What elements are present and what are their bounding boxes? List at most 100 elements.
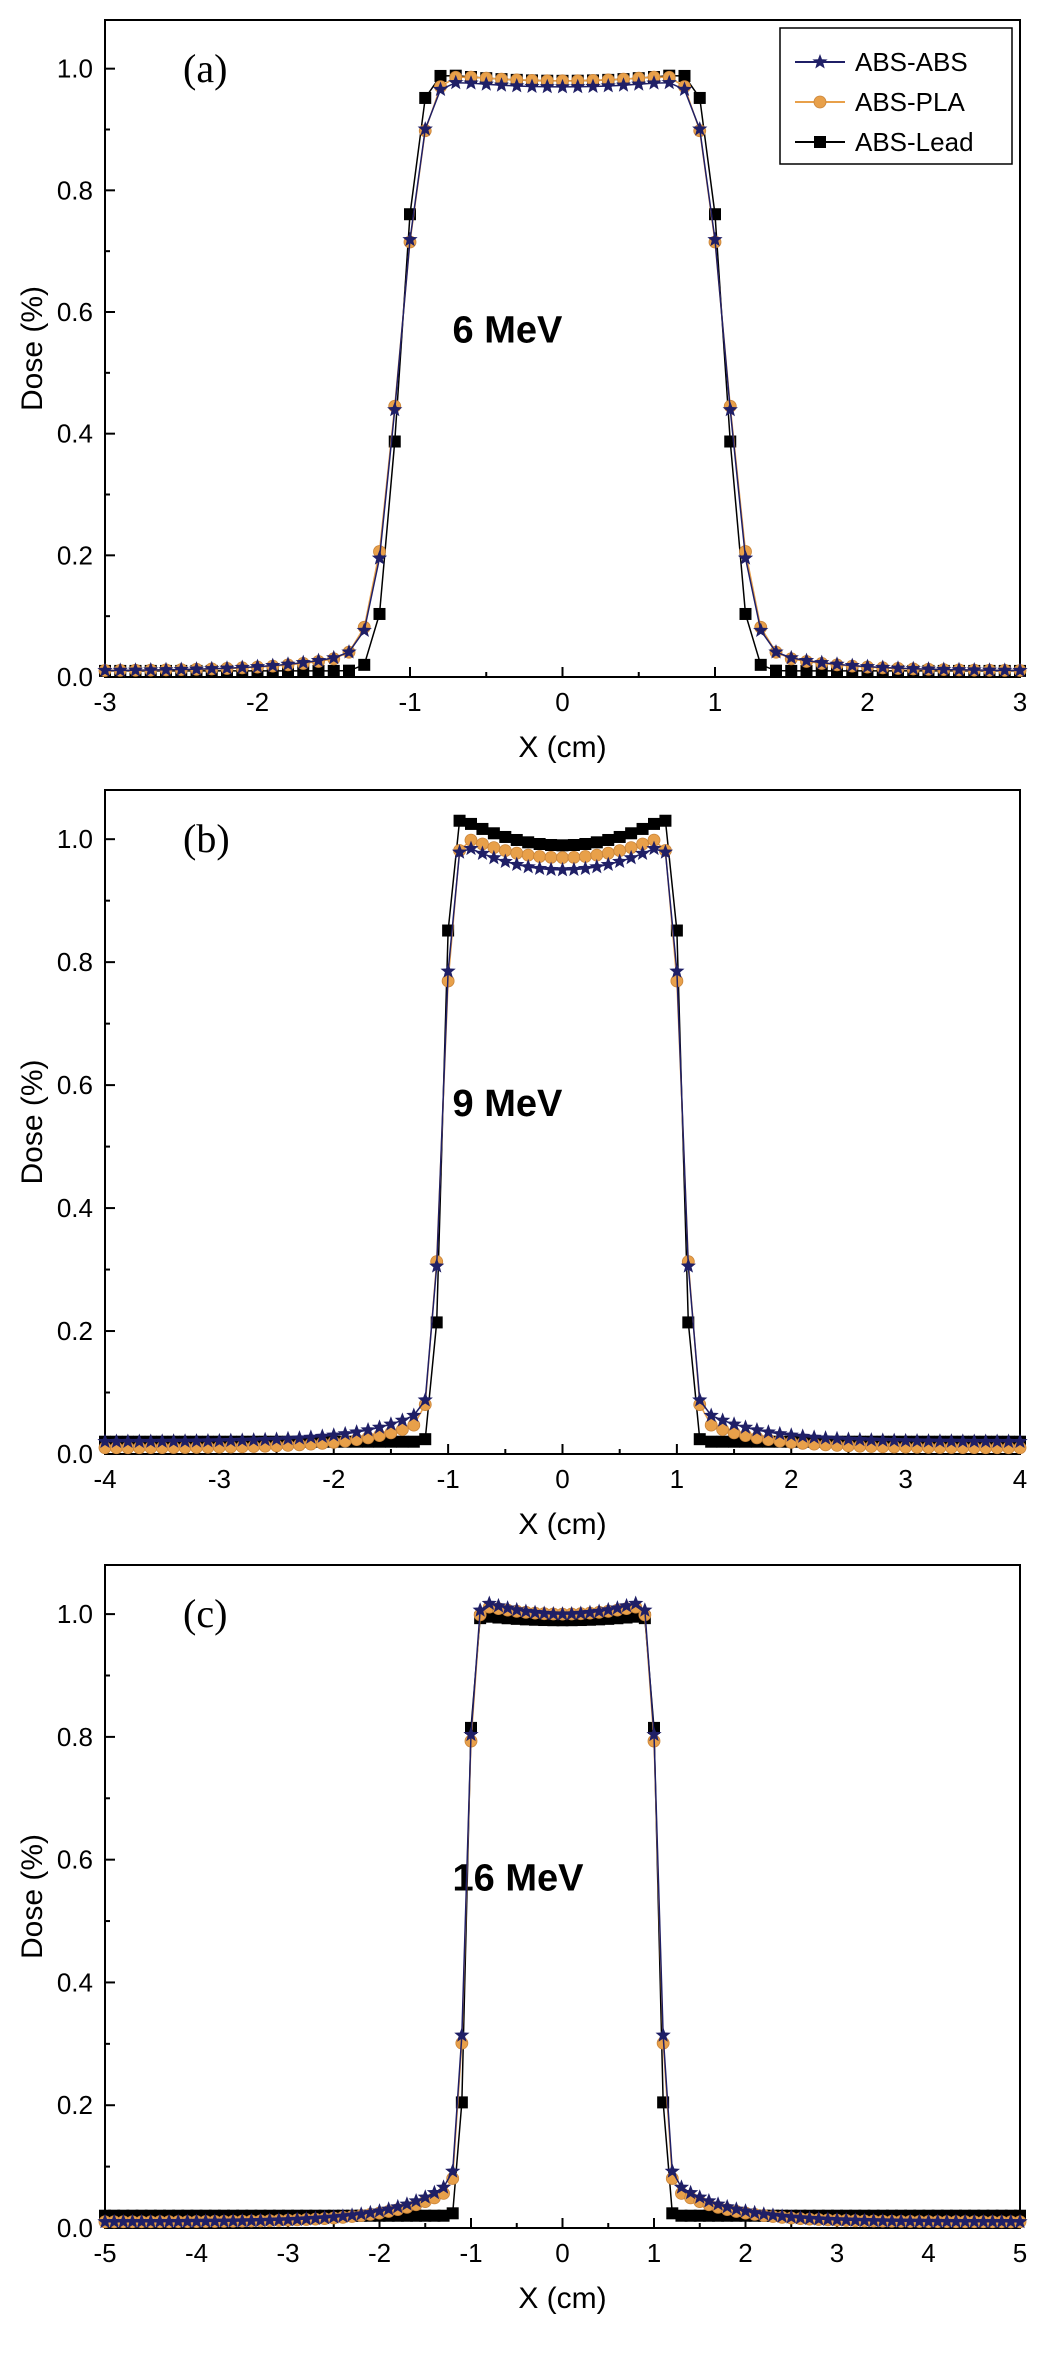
x-tick-label: 0 bbox=[555, 1464, 569, 1494]
data-point bbox=[316, 2209, 333, 2225]
energy-label: 9 MeV bbox=[453, 1083, 563, 1125]
data-point bbox=[362, 2204, 378, 2220]
data-point bbox=[170, 2213, 186, 2229]
data-point bbox=[997, 662, 1013, 677]
data-point bbox=[448, 74, 464, 90]
data-point bbox=[1000, 1433, 1017, 1449]
data-point bbox=[948, 2213, 964, 2229]
data-point bbox=[179, 2213, 195, 2229]
data-point bbox=[765, 2207, 781, 2222]
data-point bbox=[693, 1433, 706, 1446]
data-point bbox=[326, 2209, 342, 2224]
y-tick-label: 0.8 bbox=[57, 1722, 93, 1752]
data-point bbox=[463, 840, 479, 856]
data-point bbox=[829, 2211, 845, 2227]
data-point bbox=[532, 860, 548, 876]
x-tick-label: 0 bbox=[555, 687, 569, 717]
x-tick-label: -1 bbox=[398, 687, 421, 717]
data-point bbox=[476, 822, 489, 835]
data-point bbox=[570, 78, 586, 94]
data-point bbox=[373, 607, 386, 620]
data-point bbox=[646, 1726, 662, 1742]
data-point bbox=[628, 1595, 644, 1611]
data-point bbox=[280, 2211, 296, 2227]
data-point bbox=[188, 661, 205, 676]
x-tick-label: -2 bbox=[322, 1464, 345, 1494]
data-point bbox=[383, 1416, 399, 1431]
data-point bbox=[829, 1430, 845, 1446]
data-point bbox=[112, 662, 128, 677]
data-point bbox=[675, 2209, 688, 2222]
data-point bbox=[637, 1602, 653, 1617]
data-point bbox=[246, 1432, 262, 1447]
data-point bbox=[646, 75, 662, 90]
data-point bbox=[390, 2198, 406, 2214]
x-tick-label: -2 bbox=[368, 2238, 391, 2268]
data-point bbox=[684, 2209, 697, 2222]
x-tick-label: -5 bbox=[93, 2238, 116, 2268]
data-point bbox=[341, 644, 357, 659]
data-point bbox=[451, 844, 468, 859]
data-point bbox=[419, 91, 432, 104]
data-point bbox=[143, 2213, 159, 2229]
data-point bbox=[909, 1432, 925, 1448]
data-point bbox=[573, 1605, 589, 1620]
plot-frame bbox=[104, 789, 1021, 1455]
data-point bbox=[426, 2184, 443, 2200]
data-point bbox=[783, 649, 799, 665]
y-axis-label: Dose (%) bbox=[16, 1059, 49, 1184]
x-tick-label: -4 bbox=[93, 1464, 116, 1494]
data-point bbox=[533, 837, 546, 850]
data-point bbox=[249, 658, 266, 674]
data-point bbox=[406, 1407, 422, 1422]
data-point bbox=[847, 2212, 863, 2227]
data-point bbox=[591, 1603, 607, 1618]
data-point bbox=[955, 1433, 971, 1448]
data-point bbox=[566, 861, 582, 877]
x-tick-label: -3 bbox=[208, 1464, 231, 1494]
data-point bbox=[704, 1418, 718, 1432]
data-point bbox=[435, 2179, 452, 2194]
data-point bbox=[770, 664, 782, 677]
data-point bbox=[97, 2213, 113, 2229]
data-point bbox=[814, 654, 830, 670]
data-point bbox=[432, 81, 449, 97]
data-point bbox=[728, 1435, 741, 1448]
data-point bbox=[728, 2201, 744, 2216]
x-tick-label: 1 bbox=[647, 2238, 661, 2268]
series-abs-lead bbox=[99, 1610, 1026, 2222]
data-point bbox=[133, 2213, 150, 2229]
data-point bbox=[387, 401, 403, 417]
data-point bbox=[337, 1425, 353, 1441]
data-point bbox=[930, 2213, 946, 2229]
data-point bbox=[161, 2213, 177, 2229]
data-point bbox=[446, 2207, 459, 2220]
data-point bbox=[585, 78, 601, 93]
data-point bbox=[554, 78, 571, 94]
data-point bbox=[701, 2193, 717, 2208]
data-point bbox=[143, 662, 159, 677]
data-point bbox=[481, 1595, 497, 1611]
data-point bbox=[407, 1435, 420, 1448]
data-point bbox=[1012, 1433, 1028, 1449]
data-point bbox=[429, 1258, 445, 1273]
data-point bbox=[173, 661, 189, 676]
data-point bbox=[727, 1426, 741, 1440]
data-point bbox=[556, 839, 569, 852]
data-point bbox=[225, 2213, 241, 2228]
data-point bbox=[402, 231, 418, 247]
data-point bbox=[783, 2209, 799, 2224]
data-point bbox=[97, 1433, 113, 1449]
data-point bbox=[567, 850, 581, 864]
data-point bbox=[646, 840, 662, 856]
legend-marker bbox=[813, 95, 827, 109]
data-point bbox=[252, 2212, 269, 2228]
data-point bbox=[682, 1316, 695, 1329]
data-point bbox=[680, 1258, 696, 1273]
data-point bbox=[326, 1427, 342, 1442]
data-point bbox=[143, 1433, 159, 1448]
data-point bbox=[499, 830, 512, 843]
legend: ABS-ABS ABS-PLA ABS-Lead bbox=[779, 27, 1013, 165]
x-tick-label: -2 bbox=[246, 687, 269, 717]
